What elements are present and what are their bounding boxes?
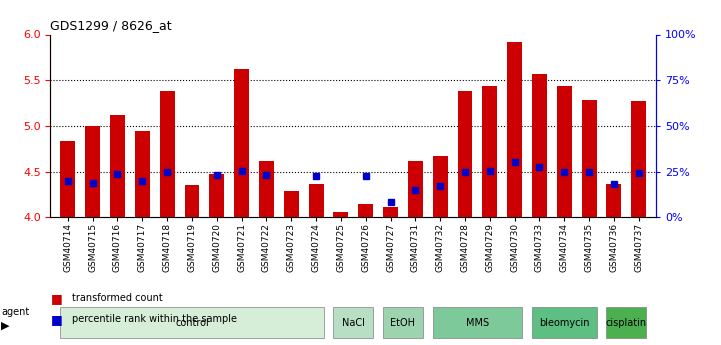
Bar xyxy=(61,140,75,217)
Text: transformed count: transformed count xyxy=(72,294,163,303)
Text: bleomycin: bleomycin xyxy=(539,318,590,327)
Text: NaCl: NaCl xyxy=(342,318,365,327)
Text: EtOH: EtOH xyxy=(391,318,415,327)
Bar xyxy=(433,156,448,217)
Text: GDS1299 / 8626_at: GDS1299 / 8626_at xyxy=(50,19,172,32)
Bar xyxy=(209,174,224,217)
Bar xyxy=(234,69,249,217)
Bar xyxy=(606,184,622,217)
Text: cisplatin: cisplatin xyxy=(606,318,647,327)
Bar xyxy=(582,100,596,217)
Bar xyxy=(85,126,100,217)
Bar xyxy=(159,91,174,217)
Bar xyxy=(259,161,274,217)
Bar xyxy=(185,185,200,217)
Bar xyxy=(309,185,324,217)
Bar xyxy=(383,207,398,217)
Bar xyxy=(110,115,125,217)
Text: ■: ■ xyxy=(50,313,62,326)
Text: MMS: MMS xyxy=(466,318,489,327)
Text: percentile rank within the sample: percentile rank within the sample xyxy=(72,314,237,324)
Text: agent: agent xyxy=(1,307,30,317)
Bar xyxy=(507,42,522,217)
Bar xyxy=(333,212,348,217)
Bar xyxy=(482,86,497,217)
Text: control: control xyxy=(175,318,209,327)
Bar xyxy=(284,191,298,217)
Bar xyxy=(408,161,423,217)
Bar xyxy=(632,101,646,217)
Bar xyxy=(358,204,373,217)
Bar xyxy=(532,74,547,217)
Text: ▶: ▶ xyxy=(1,321,10,331)
Text: ■: ■ xyxy=(50,292,62,305)
Bar xyxy=(557,86,572,217)
Bar xyxy=(458,91,472,217)
Bar xyxy=(135,131,150,217)
